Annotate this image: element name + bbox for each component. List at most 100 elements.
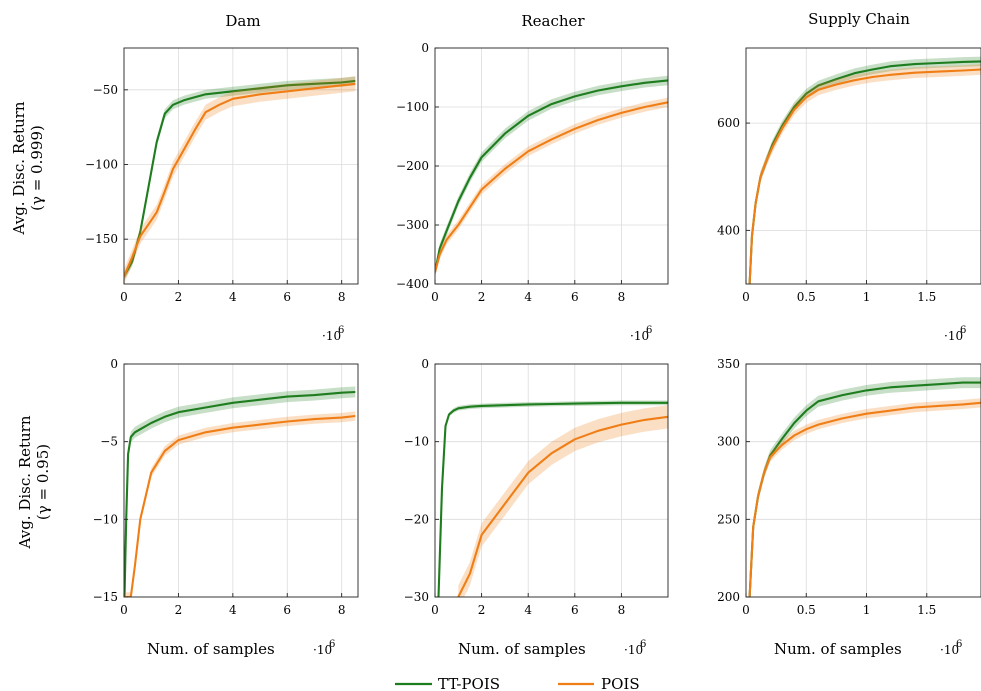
exponent-base: ·10 <box>322 329 341 343</box>
row-label-bottom-line2: (γ = 0.95) <box>34 444 52 520</box>
x-tick-label: 0.5 <box>797 290 816 304</box>
series-line-pois <box>457 415 668 597</box>
x-tick-label: 6 <box>571 603 579 617</box>
x-axis-label-supply: Num. of samples ·10 6 <box>774 639 962 658</box>
y-tick-label: −200 <box>396 159 429 173</box>
band-pois <box>435 97 668 277</box>
y-tick-label: −30 <box>404 590 429 604</box>
band-pois <box>749 398 981 597</box>
plot-frame <box>434 363 669 598</box>
y-tick-label: −100 <box>396 100 429 114</box>
y-tick-label: −100 <box>85 158 118 172</box>
y-tick-label: −15 <box>93 590 118 604</box>
exponent-label-dam-top: ·10 6 <box>322 325 344 343</box>
exponent-base: ·10 <box>944 329 963 343</box>
x-tick-label: 0 <box>431 603 439 617</box>
panel-title-dam: Dam <box>225 12 260 30</box>
series-line-pois <box>748 68 981 284</box>
band-tt-pois <box>749 56 981 284</box>
x-axis-label-reacher: Num. of samples ·10 6 <box>458 639 646 658</box>
y-tick-label: 400 <box>717 223 740 237</box>
series-line-pois <box>124 82 356 277</box>
panel-title-reacher: Reacher <box>521 12 585 30</box>
series-line-pois <box>748 401 981 597</box>
x-tick-label: 2 <box>478 290 486 304</box>
x-axis-exponent-power: 6 <box>956 639 962 650</box>
band-pois <box>749 64 981 284</box>
row-label-top-line2: (γ = 0.999) <box>28 125 46 211</box>
exponent-base: ·10 <box>630 329 649 343</box>
plot-frame <box>745 47 981 285</box>
y-tick-label: −5 <box>100 435 118 449</box>
exponent-power: 6 <box>338 325 344 336</box>
x-tick-label: 2 <box>175 603 183 617</box>
x-tick-label: 6 <box>283 290 291 304</box>
y-tick-label: −50 <box>93 83 118 97</box>
x-tick-label: 4 <box>524 603 532 617</box>
x-tick-label: 2 <box>478 603 486 617</box>
x-axis-exponent: ·10 <box>624 643 643 657</box>
x-tick-label: 8 <box>618 290 626 304</box>
x-tick-label: 2 <box>175 290 183 304</box>
panel-supply-chain-bottom: 0 0.5 1 1.5 200 250 300 350 <box>717 357 981 617</box>
x-tick-label: 1.5 <box>917 290 936 304</box>
x-axis-exponent: ·10 <box>940 643 959 657</box>
series-line-tt-pois <box>748 60 981 284</box>
panel-title-supply-chain: Supply Chain <box>808 10 910 28</box>
x-axis-exponent-power: 6 <box>329 639 335 650</box>
y-tick-label: 600 <box>717 116 740 130</box>
y-tick-label: −400 <box>396 277 429 291</box>
row-label-bottom: Avg. Disc. Return (γ = 0.95) <box>16 415 52 549</box>
x-tick-label: 0 <box>120 603 128 617</box>
y-tick-label: −10 <box>93 512 118 526</box>
band-pois <box>124 76 356 284</box>
x-tick-label: 0 <box>431 290 439 304</box>
x-tick-label: 0 <box>120 290 128 304</box>
x-tick-label: 6 <box>571 290 579 304</box>
series-line-pois <box>435 101 668 273</box>
plot-frame <box>745 363 981 598</box>
x-tick-label: 0.5 <box>797 603 816 617</box>
x-axis-exponent-power: 6 <box>640 639 646 650</box>
plot-frame <box>123 363 359 598</box>
series-line-tt-pois <box>437 401 668 597</box>
panel-dam-top: 0 2 4 6 8 −150 −100 −50 <box>85 47 359 304</box>
panel-reacher-bottom: 0 2 4 6 8 −30 −20 −10 0 <box>404 357 669 617</box>
exponent-power: 6 <box>960 325 966 336</box>
y-tick-label: 300 <box>717 435 740 449</box>
x-tick-label: 6 <box>283 603 291 617</box>
y-tick-label: 0 <box>110 357 118 371</box>
series-line-pois <box>124 414 356 597</box>
exponent-label-reacher-top: ·10 6 <box>630 325 652 343</box>
y-tick-label: −150 <box>85 232 118 246</box>
x-tick-label: 4 <box>229 290 237 304</box>
x-axis-exponent: ·10 <box>313 643 332 657</box>
x-tick-label: 8 <box>338 290 346 304</box>
y-tick-label: 200 <box>717 590 740 604</box>
x-tick-label: 1 <box>863 290 871 304</box>
x-tick-label: 4 <box>524 290 532 304</box>
x-tick-label: 4 <box>229 603 237 617</box>
x-tick-label: 0 <box>742 290 750 304</box>
panel-supply-chain-top: 0 0.5 1 1.5 400 600 <box>717 47 981 304</box>
panel-reacher-top: 0 2 4 6 8 −400 −300 −200 −100 0 <box>396 41 669 304</box>
panel-dam-bottom: 0 2 4 6 8 −15 −10 −5 0 <box>93 357 359 617</box>
x-axis-label-dam: Num. of samples ·10 6 <box>147 639 335 658</box>
y-tick-label: −20 <box>404 512 429 526</box>
band-pois <box>458 405 668 597</box>
y-tick-label: 0 <box>421 357 429 371</box>
y-tick-label: 0 <box>421 41 429 55</box>
x-tick-label: 1.5 <box>917 603 936 617</box>
y-tick-label: 250 <box>717 512 740 526</box>
x-axis-label-text: Num. of samples <box>774 640 902 658</box>
exponent-label-supply-top: ·10 6 <box>944 325 966 343</box>
x-tick-label: 1 <box>863 603 871 617</box>
series-line-tt-pois <box>435 79 668 273</box>
y-tick-label: −10 <box>404 435 429 449</box>
plot-frame <box>123 47 359 285</box>
x-axis-label-text: Num. of samples <box>147 640 275 658</box>
x-tick-label: 8 <box>338 603 346 617</box>
x-axis-label-text: Num. of samples <box>458 640 586 658</box>
row-label-bottom-line1: Avg. Disc. Return <box>16 415 34 549</box>
